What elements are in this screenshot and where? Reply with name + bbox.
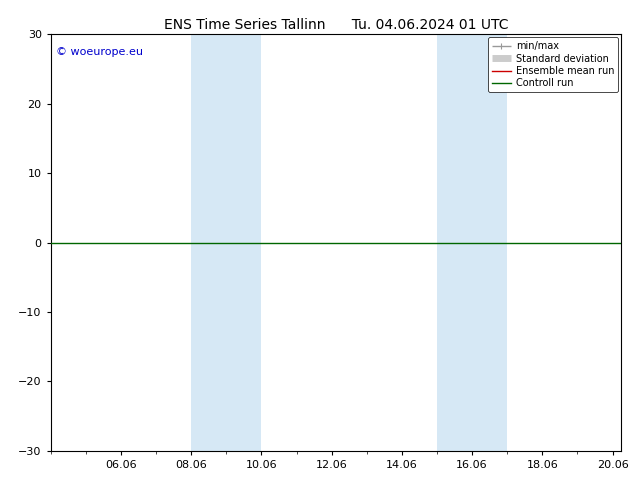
Legend: min/max, Standard deviation, Ensemble mean run, Controll run: min/max, Standard deviation, Ensemble me… [488, 37, 618, 92]
Bar [191, 34, 261, 451]
Bar [437, 34, 507, 451]
Text: © woeurope.eu: © woeurope.eu [56, 47, 143, 57]
Title: ENS Time Series Tallinn      Tu. 04.06.2024 01 UTC: ENS Time Series Tallinn Tu. 04.06.2024 0… [164, 18, 508, 32]
